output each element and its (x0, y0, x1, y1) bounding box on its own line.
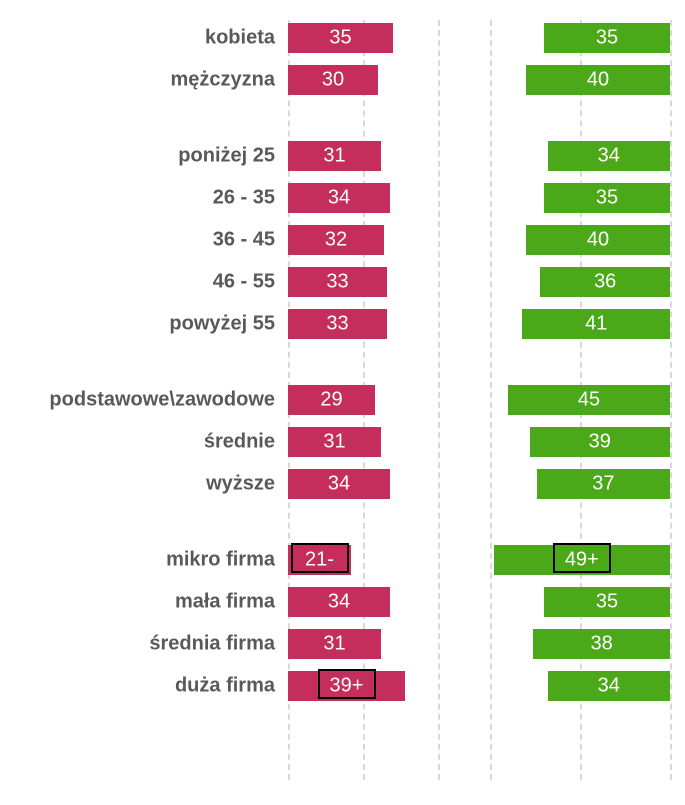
chart-row: średnia firma 31 38 (0, 626, 685, 662)
comparison-bar-chart: kobieta3535mężczyzna3040poniżej 25313426… (0, 20, 685, 710)
group-gap (0, 104, 685, 138)
value-left: 29 (288, 389, 375, 412)
value-right: 40 (526, 229, 670, 252)
chart-row: duża firma 39+ 34 (0, 668, 685, 704)
row-label: mężczyzna (0, 69, 275, 92)
chart-row: mężczyzna 30 40 (0, 62, 685, 98)
value-left: 35 (288, 27, 393, 50)
row-label: mikro firma (0, 549, 275, 572)
row-label: powyżej 55 (0, 313, 275, 336)
value-right: 37 (537, 473, 670, 496)
value-right: 40 (526, 69, 670, 92)
chart-row: 46 - 55 33 36 (0, 264, 685, 300)
value-left: 31 (288, 431, 381, 454)
chart-row: mała firma 34 35 (0, 584, 685, 620)
row-label: średnia firma (0, 633, 275, 656)
value-left: 33 (288, 271, 387, 294)
chart-row: kobieta 35 35 (0, 20, 685, 56)
value-left: 31 (288, 145, 381, 168)
row-label: mała firma (0, 591, 275, 614)
value-left: 30 (288, 69, 378, 92)
chart-row: poniżej 25 31 34 (0, 138, 685, 174)
chart-row: 26 - 35 34 35 (0, 180, 685, 216)
value-left: 21- (288, 549, 351, 572)
value-left: 34 (288, 473, 390, 496)
value-right: 34 (548, 145, 670, 168)
value-left: 34 (288, 591, 390, 614)
row-label: 46 - 55 (0, 271, 275, 294)
value-left: 39+ (288, 675, 405, 698)
value-right: 35 (544, 187, 670, 210)
value-right: 45 (508, 389, 670, 412)
row-label: 36 - 45 (0, 229, 275, 252)
group-gap (0, 508, 685, 542)
value-right: 36 (540, 271, 670, 294)
row-label: poniżej 25 (0, 145, 275, 168)
row-label: duża firma (0, 675, 275, 698)
row-label: 26 - 35 (0, 187, 275, 210)
chart-row: podstawowe\zawodowe 29 45 (0, 382, 685, 418)
chart-row: 36 - 45 32 40 (0, 222, 685, 258)
group-gap (0, 348, 685, 382)
chart-row: mikro firma 21- 49+ (0, 542, 685, 578)
row-label: podstawowe\zawodowe (0, 389, 275, 412)
value-right: 39 (530, 431, 670, 454)
value-left: 31 (288, 633, 381, 656)
value-right: 35 (544, 27, 670, 50)
chart-row: wyższe 34 37 (0, 466, 685, 502)
value-right: 38 (533, 633, 670, 656)
value-right: 49+ (494, 549, 670, 572)
value-left: 33 (288, 313, 387, 336)
value-right: 41 (522, 313, 670, 336)
value-right: 35 (544, 591, 670, 614)
value-right: 34 (548, 675, 670, 698)
row-label: kobieta (0, 27, 275, 50)
value-left: 32 (288, 229, 384, 252)
row-label: średnie (0, 431, 275, 454)
value-left: 34 (288, 187, 390, 210)
row-label: wyższe (0, 473, 275, 496)
chart-row: powyżej 55 33 41 (0, 306, 685, 342)
chart-row: średnie 31 39 (0, 424, 685, 460)
